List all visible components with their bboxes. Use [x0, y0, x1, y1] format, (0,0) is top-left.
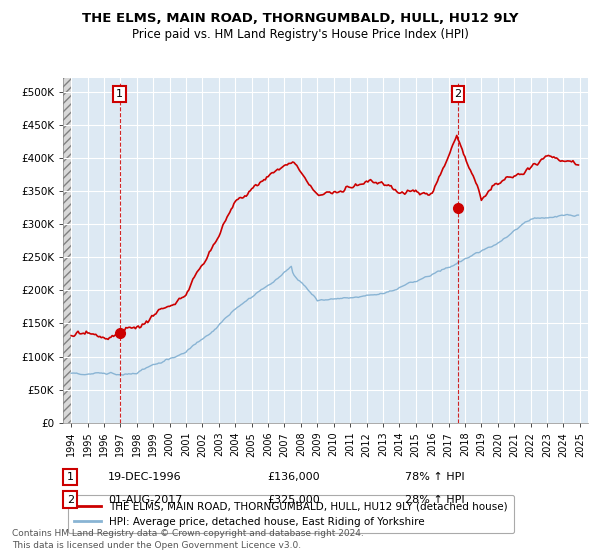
Text: 28% ↑ HPI: 28% ↑ HPI [405, 494, 464, 505]
Bar [63, 78, 71, 423]
Text: 1: 1 [116, 89, 123, 99]
Text: 2: 2 [455, 89, 461, 99]
Legend: THE ELMS, MAIN ROAD, THORNGUMBALD, HULL, HU12 9LY (detached house), HPI: Average: THE ELMS, MAIN ROAD, THORNGUMBALD, HULL,… [68, 495, 514, 533]
Text: 19-DEC-1996: 19-DEC-1996 [108, 472, 182, 482]
Text: 78% ↑ HPI: 78% ↑ HPI [405, 472, 464, 482]
Text: Price paid vs. HM Land Registry's House Price Index (HPI): Price paid vs. HM Land Registry's House … [131, 28, 469, 41]
Text: 2: 2 [67, 494, 74, 505]
Text: 01-AUG-2017: 01-AUG-2017 [108, 494, 182, 505]
Text: THE ELMS, MAIN ROAD, THORNGUMBALD, HULL, HU12 9LY: THE ELMS, MAIN ROAD, THORNGUMBALD, HULL,… [82, 12, 518, 25]
Text: Contains HM Land Registry data © Crown copyright and database right 2024.: Contains HM Land Registry data © Crown c… [12, 530, 364, 539]
Text: 1: 1 [67, 472, 74, 482]
Text: £325,000: £325,000 [267, 494, 320, 505]
Text: This data is licensed under the Open Government Licence v3.0.: This data is licensed under the Open Gov… [12, 541, 301, 550]
Text: £136,000: £136,000 [267, 472, 320, 482]
